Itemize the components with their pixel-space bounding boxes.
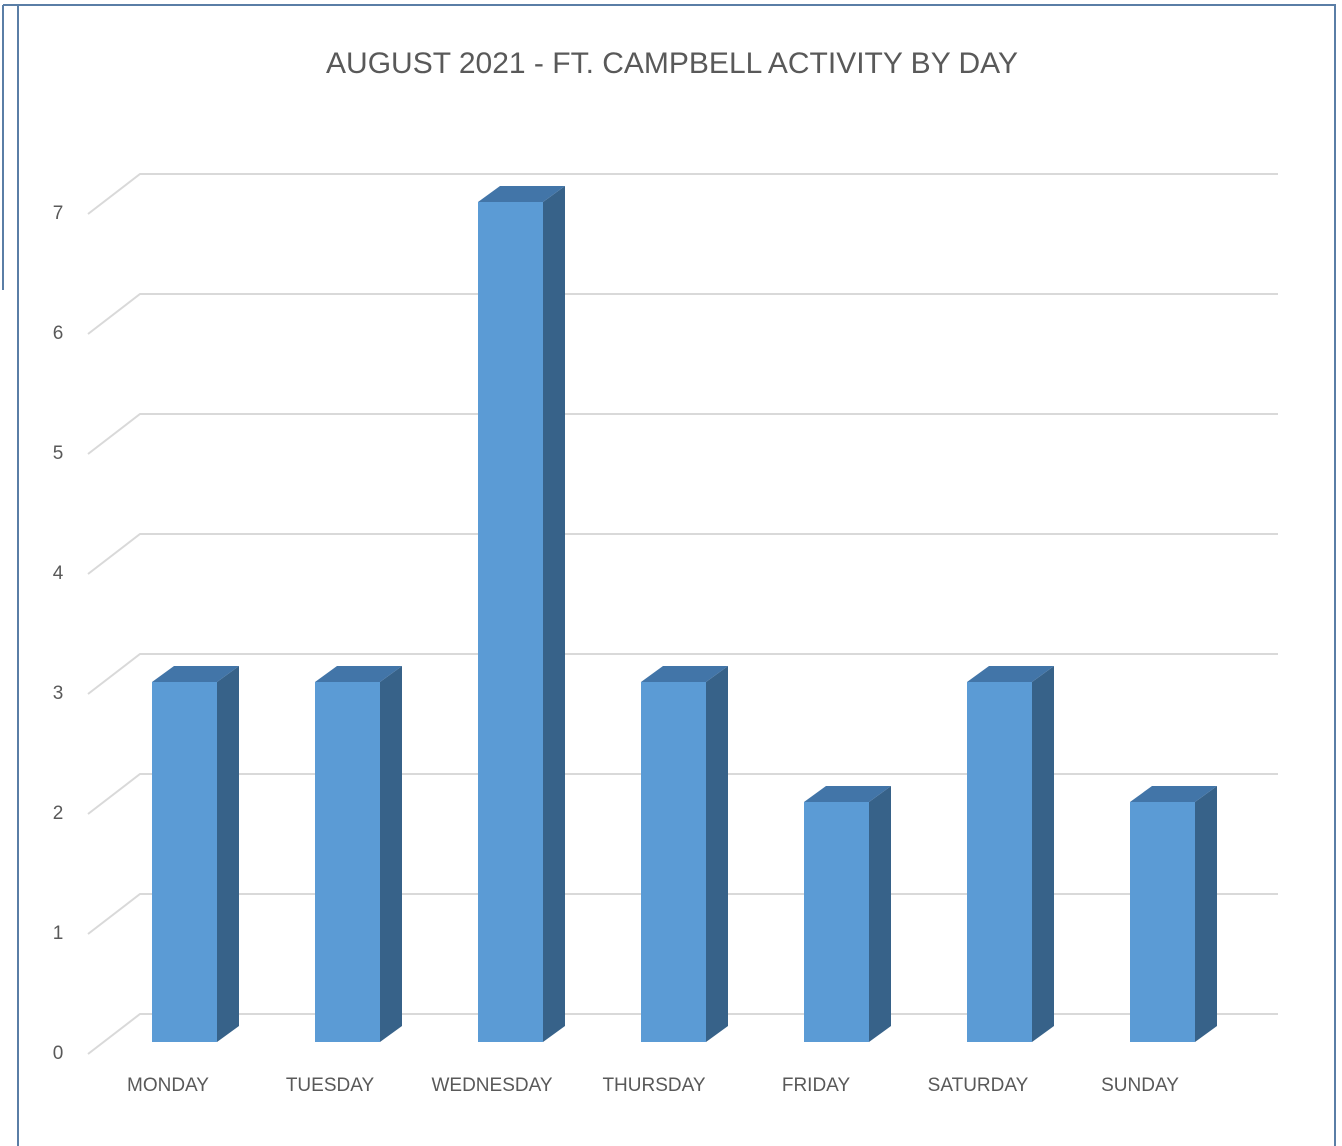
bar bbox=[641, 666, 728, 1042]
bar-side bbox=[706, 666, 728, 1042]
y-tick-label: 6 bbox=[53, 323, 64, 344]
y-tick-label: 3 bbox=[53, 683, 64, 704]
grid-line bbox=[87, 1013, 1278, 1055]
y-tick-label: 7 bbox=[53, 203, 64, 224]
bar-front bbox=[1130, 802, 1195, 1042]
grid-line bbox=[87, 653, 1278, 695]
bar bbox=[478, 186, 565, 1042]
bar-front bbox=[641, 682, 706, 1042]
frame bbox=[17, 4, 1336, 1146]
x-tick-label: MONDAY bbox=[127, 1075, 209, 1096]
bar bbox=[152, 666, 239, 1042]
bar-front bbox=[478, 202, 543, 1042]
x-tick-label: SUNDAY bbox=[1101, 1075, 1179, 1096]
bar-top bbox=[804, 786, 891, 802]
bar bbox=[315, 666, 402, 1042]
chart-title: AUGUST 2021 - FT. CAMPBELL ACTIVITY BY D… bbox=[326, 47, 1018, 80]
grid-line bbox=[87, 413, 1278, 455]
bar-top bbox=[315, 666, 402, 682]
x-tick-label: FRIDAY bbox=[782, 1075, 851, 1096]
bar-front bbox=[967, 682, 1032, 1042]
grid-line bbox=[87, 893, 1278, 935]
bar-top bbox=[152, 666, 239, 682]
bar bbox=[804, 786, 891, 1042]
x-tick-label: THURSDAY bbox=[602, 1075, 705, 1096]
grid-line bbox=[87, 293, 1278, 335]
x-tick-label: WEDNESDAY bbox=[431, 1075, 552, 1096]
x-tick-label: TUESDAY bbox=[286, 1075, 375, 1096]
grid-line bbox=[87, 533, 1278, 575]
bar-front bbox=[804, 802, 869, 1042]
bar-side bbox=[1195, 786, 1217, 1042]
bar-top bbox=[478, 186, 565, 202]
bar-front bbox=[315, 682, 380, 1042]
grid-line bbox=[87, 773, 1278, 815]
bar-side bbox=[543, 186, 565, 1042]
bar bbox=[967, 666, 1054, 1042]
bar-front bbox=[152, 682, 217, 1042]
bar-top bbox=[1130, 786, 1217, 802]
bar-side bbox=[869, 786, 891, 1042]
y-tick-label: 4 bbox=[53, 563, 64, 584]
bar-side bbox=[217, 666, 239, 1042]
y-tick-label: 2 bbox=[53, 803, 64, 824]
bar-top bbox=[641, 666, 728, 682]
frame-edge bbox=[2, 4, 18, 290]
bar bbox=[1130, 786, 1217, 1042]
bar-top bbox=[967, 666, 1054, 682]
grid-line bbox=[87, 173, 1278, 215]
bar-side bbox=[380, 666, 402, 1042]
bar-side bbox=[1032, 666, 1054, 1042]
y-tick-label: 1 bbox=[53, 923, 64, 944]
y-tick-label: 0 bbox=[53, 1043, 64, 1064]
x-tick-label: SATURDAY bbox=[928, 1075, 1029, 1096]
y-tick-label: 5 bbox=[53, 443, 64, 464]
